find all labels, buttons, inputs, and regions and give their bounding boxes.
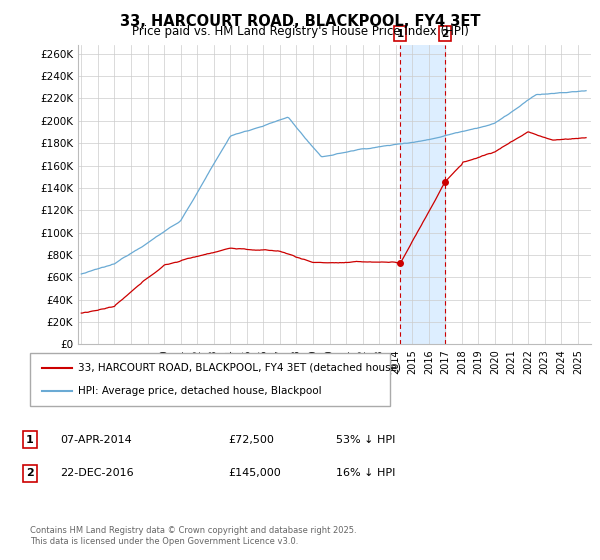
Text: 22-DEC-2016: 22-DEC-2016 <box>60 468 134 478</box>
Text: 2: 2 <box>442 29 449 39</box>
Text: 16% ↓ HPI: 16% ↓ HPI <box>336 468 395 478</box>
Text: 07-APR-2014: 07-APR-2014 <box>60 435 132 445</box>
Text: £145,000: £145,000 <box>228 468 281 478</box>
Text: 1: 1 <box>26 435 34 445</box>
Text: 53% ↓ HPI: 53% ↓ HPI <box>336 435 395 445</box>
Text: 1: 1 <box>397 29 404 39</box>
Text: £72,500: £72,500 <box>228 435 274 445</box>
Text: Contains HM Land Registry data © Crown copyright and database right 2025.
This d: Contains HM Land Registry data © Crown c… <box>30 526 356 546</box>
Text: 33, HARCOURT ROAD, BLACKPOOL, FY4 3ET (detached house): 33, HARCOURT ROAD, BLACKPOOL, FY4 3ET (d… <box>78 363 401 373</box>
Text: 33, HARCOURT ROAD, BLACKPOOL, FY4 3ET: 33, HARCOURT ROAD, BLACKPOOL, FY4 3ET <box>120 14 480 29</box>
Text: HPI: Average price, detached house, Blackpool: HPI: Average price, detached house, Blac… <box>78 386 322 396</box>
Text: Price paid vs. HM Land Registry's House Price Index (HPI): Price paid vs. HM Land Registry's House … <box>131 25 469 38</box>
Bar <box>400 45 445 344</box>
Text: 2: 2 <box>26 468 34 478</box>
